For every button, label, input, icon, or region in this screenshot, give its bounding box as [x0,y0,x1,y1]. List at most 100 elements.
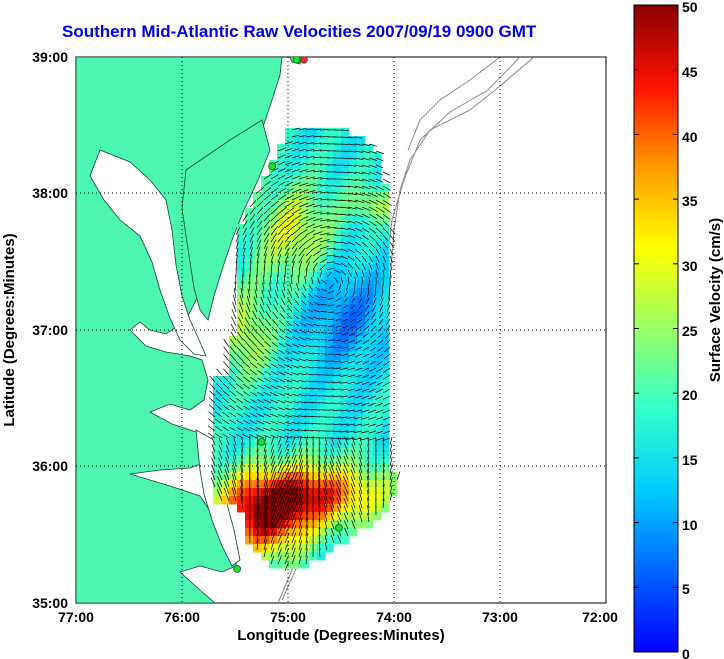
velocity-vector [368,157,378,161]
velocity-vector [240,473,244,488]
velocity-cell [317,168,326,177]
velocity-vector [375,192,385,198]
velocity-vector [354,206,364,211]
velocity-vector [256,435,259,446]
velocity-vector [324,520,328,530]
velocity-vector [263,219,271,229]
velocity-cell [325,280,334,289]
velocity-vector [298,141,307,145]
velocity-vector [340,367,349,370]
velocity-cell [221,464,230,473]
velocity-vector [298,189,309,194]
velocity-cell [349,376,358,385]
velocity-cell [333,184,342,193]
velocity-vector [304,422,314,425]
velocity-vector [270,392,279,397]
velocity-vector [319,239,330,243]
velocity-vector [298,442,303,453]
velocity-vector [284,141,293,145]
velocity-vector [270,174,279,180]
velocity-cell [245,496,254,505]
velocity-vector [381,290,384,299]
velocity-vector [287,298,293,306]
velocity-vector [382,227,389,235]
velocity-vector [382,456,385,467]
velocity-cell [261,192,270,201]
velocity-vector [361,157,371,161]
velocity-cell [277,536,286,545]
velocity-cell [237,328,246,337]
velocity-vector [307,308,314,313]
velocity-cell [357,432,366,441]
velocity-vector [277,455,283,467]
velocity-vector [270,540,275,551]
velocity-vector [209,375,216,383]
velocity-cell [341,528,350,537]
velocity-cell [333,344,342,353]
velocity-cell [365,456,374,465]
velocity-vector [256,274,258,285]
velocity-vector [343,468,349,481]
velocity-cell [333,248,342,257]
velocity-vector [277,194,287,201]
velocity-vector [305,216,316,222]
velocity-cell [317,440,326,449]
velocity-vector [361,164,371,168]
velocity-vector [270,460,276,474]
velocity-cell [301,432,310,441]
velocity-vector [319,170,329,173]
velocity-cell [293,160,302,169]
velocity-vector [256,193,264,201]
velocity-vector [222,433,230,439]
velocity-cell [349,280,358,289]
velocity-vector [350,311,356,316]
velocity-cell [301,528,310,537]
velocity-vector [277,161,286,166]
velocity-vector [284,493,292,509]
velocity-vector [333,395,342,398]
velocity-cell [341,336,350,345]
velocity-cell [373,512,382,521]
velocity-vector [305,493,309,509]
velocity-vector [305,556,308,565]
velocity-cell [333,232,342,241]
velocity-cell [333,336,342,345]
velocity-vector [330,520,335,530]
velocity-vector [382,220,390,228]
velocity-cell [269,184,278,193]
velocity-cell [237,320,246,329]
velocity-vector [382,430,391,435]
velocity-cell [317,344,326,353]
velocity-vector [368,388,377,393]
velocity-cell [365,328,374,337]
velocity-cell [245,232,254,241]
velocity-cell [277,408,286,417]
velocity-cell [269,544,278,553]
velocity-cell [349,504,358,513]
velocity-vector [263,514,268,530]
velocity-vector [368,248,375,256]
velocity-vector [284,540,290,551]
velocity-vector [263,547,267,558]
velocity-vector [264,340,272,348]
velocity-cell [293,408,302,417]
velocity-vector [358,463,363,474]
velocity-cell [277,248,286,257]
velocity-vector [295,283,300,292]
velocity-vector [319,129,329,131]
velocity-cell [373,424,382,433]
velocity-vector [389,436,393,446]
velocity-vector [270,436,275,446]
velocity-vector [361,199,372,204]
velocity-cell [293,208,302,217]
velocity-vector [270,523,276,537]
velocity-cell [381,200,390,209]
velocity-cell [261,432,270,441]
velocity-vector [389,248,394,256]
velocity-vector [347,395,356,398]
velocity-vector [347,402,356,405]
velocity-vector [347,150,356,153]
velocity-vector [298,525,303,537]
velocity-cell [357,352,366,361]
velocity-vector [361,171,371,175]
